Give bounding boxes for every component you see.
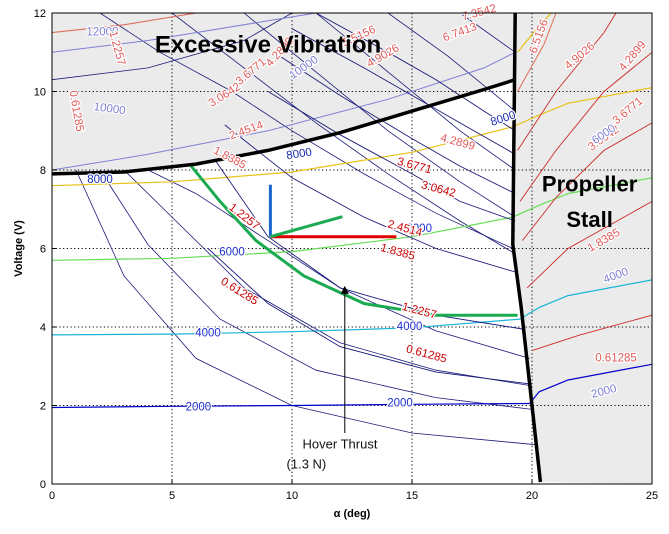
x-tick-label: 20 bbox=[526, 490, 538, 502]
rpm-contour-upper-10000 bbox=[52, 51, 516, 171]
hover-thrust-curve bbox=[190, 165, 518, 317]
x-tick-label: 10 bbox=[286, 490, 298, 502]
rpm-label-8000-upper: 8000 bbox=[286, 147, 313, 162]
y-tick-label: 0 bbox=[40, 479, 46, 491]
stall-boundary bbox=[511, 13, 543, 483]
region-label-propeller: Propeller bbox=[542, 172, 638, 197]
thrust-contour-2.4514 bbox=[267, 91, 516, 222]
x-axis-label: α (deg) bbox=[334, 508, 371, 520]
region-label-excessive-vibration: Excessive Vibration bbox=[155, 31, 381, 58]
rpm-contour-stall-top bbox=[517, 13, 552, 53]
rpm-label-12000: 12000 bbox=[86, 27, 118, 39]
rpm-contour-4000 bbox=[52, 318, 521, 336]
vibration-boundary bbox=[52, 78, 516, 176]
rpm-label-2000: 2000 bbox=[387, 398, 413, 410]
contour-lines bbox=[52, 13, 652, 446]
region-boundaries bbox=[52, 13, 543, 483]
thrust-contour-stall bbox=[526, 201, 652, 289]
y-tick-label: 10 bbox=[34, 87, 46, 99]
iso-line bbox=[52, 13, 293, 81]
thrust-contour-0.61285 bbox=[207, 248, 530, 385]
thrust-contour-3.0642 bbox=[279, 55, 516, 195]
rpm-contour-8000 bbox=[52, 126, 513, 187]
y-tick-label: 12 bbox=[34, 8, 46, 20]
x-tick-label: 0 bbox=[49, 490, 55, 502]
rpm-label-8000: 8000 bbox=[87, 174, 113, 186]
x-tick-label: 5 bbox=[169, 490, 175, 502]
thrust-contour-stall bbox=[531, 314, 652, 352]
x-tick-label: 25 bbox=[646, 490, 658, 502]
green-axis-mark bbox=[269, 215, 343, 239]
shaded-region-stall bbox=[512, 13, 652, 484]
thrust-contour-stall bbox=[519, 51, 652, 202]
iso-line bbox=[75, 169, 537, 446]
rpm-contour-stall-6000 bbox=[512, 177, 652, 218]
y-tick-label: 8 bbox=[40, 165, 46, 177]
rpm-contour-stall-8000 bbox=[512, 87, 652, 128]
iso-line bbox=[147, 169, 530, 359]
rpm-label-2000: 2000 bbox=[186, 402, 212, 414]
rpm-contour-upper-red bbox=[52, 13, 197, 34]
thrust-contour-4.2899 bbox=[315, 13, 516, 132]
rpm-label-10000-left: 10000 bbox=[93, 101, 126, 117]
rpm-label-6000: 6000 bbox=[219, 246, 245, 258]
x-tick-label: 15 bbox=[406, 490, 418, 502]
thrust-contour-stall-top bbox=[517, 13, 557, 92]
y-tick-label: 2 bbox=[40, 401, 46, 413]
rpm-contour-stall-4000 bbox=[519, 279, 652, 320]
thrust-contour-1.2257 bbox=[214, 159, 523, 330]
hover-thrust-value: (1.3 N) bbox=[287, 456, 327, 471]
rpm-contour-stall-2000 bbox=[529, 363, 652, 404]
rpm-contour-2000 bbox=[52, 402, 530, 409]
region-label-stall: Stall bbox=[566, 207, 612, 232]
iso-line bbox=[243, 13, 516, 218]
rpm-label-4000: 4000 bbox=[195, 328, 221, 340]
thrust-contour-stall bbox=[517, 13, 617, 151]
rpm-label-4000: 4000 bbox=[397, 321, 423, 333]
iso-line bbox=[99, 13, 513, 249]
thrust-contour-stall bbox=[522, 122, 652, 241]
y-tick-label: 6 bbox=[40, 244, 46, 256]
y-axis-label: Voltage (V) bbox=[13, 220, 25, 277]
rpm-contour-6000 bbox=[52, 216, 513, 261]
thrust-contour-1.8385 bbox=[224, 124, 516, 273]
hover-thrust-label: Hover Thrust bbox=[303, 437, 378, 452]
rpm-contour-upper-12000 bbox=[52, 13, 317, 53]
iso-line bbox=[99, 169, 533, 410]
y-tick-label: 4 bbox=[40, 322, 46, 334]
thrust-contour-3.6771 bbox=[291, 28, 516, 155]
rpm-label-6000: 6000 bbox=[406, 223, 432, 235]
iso-line bbox=[459, 13, 516, 53]
iso-line bbox=[315, 13, 516, 171]
stall-label-6: 0.61285 bbox=[595, 352, 637, 364]
operating-point-axes bbox=[268, 184, 397, 433]
iso-line bbox=[123, 169, 533, 387]
shaded-region-vibration bbox=[52, 13, 516, 174]
iso-line bbox=[387, 13, 516, 112]
tick-labels: 0 5 10 15 20 25 0 2 4 6 8 10 12 bbox=[34, 8, 658, 502]
